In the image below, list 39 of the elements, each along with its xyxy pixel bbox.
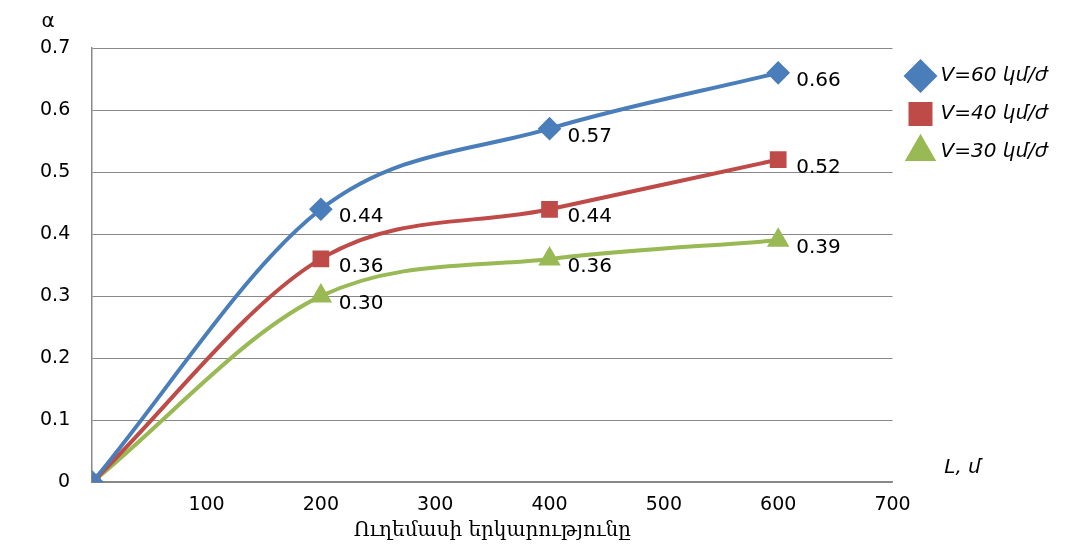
x-tick-label: 700 <box>874 491 911 514</box>
x-axis-title: Ուղեմասի երկարությունը <box>353 517 632 542</box>
point <box>311 285 331 303</box>
data-label: 0.57 <box>567 122 613 147</box>
x-tick-label: 400 <box>531 491 568 514</box>
point <box>767 61 790 84</box>
x-tick-label: 300 <box>417 491 454 514</box>
legend-label: V=40 կմ/ժ <box>940 100 1049 125</box>
point <box>312 250 330 268</box>
data-label: 0.39 <box>796 234 841 259</box>
point <box>769 151 787 169</box>
y-tick-label: 0.5 <box>40 158 71 181</box>
y-tick-label: 0.2 <box>40 345 71 368</box>
data-label: 0.66 <box>796 67 841 92</box>
point <box>541 200 558 218</box>
data-label: 0.44 <box>338 203 384 228</box>
point <box>309 198 332 221</box>
y-tick-label: 0.3 <box>40 283 71 306</box>
y-tick-label: 0.1 <box>40 407 71 430</box>
data-label: 0.36 <box>567 253 613 278</box>
x-tick-label: 600 <box>760 491 797 514</box>
x-tick-label: 100 <box>188 491 225 514</box>
data-label: 0.44 <box>567 203 613 228</box>
data-label: 0.52 <box>796 153 841 178</box>
y-axis-title: α <box>41 8 55 33</box>
legend-label: V=30 կմ/ժ <box>940 138 1049 163</box>
x-tick-label: 500 <box>645 491 682 514</box>
y-tick-label: 0.4 <box>40 221 71 244</box>
data-label: 0.36 <box>338 253 384 278</box>
point <box>538 117 561 140</box>
text: L, մ <box>944 454 984 479</box>
point <box>539 247 560 266</box>
data-label: 0.30 <box>338 290 384 315</box>
x-tick-label: 200 <box>302 491 339 514</box>
y-tick-label: 0.6 <box>40 96 71 119</box>
point <box>768 229 788 247</box>
y-tick-label: 0.7 <box>40 34 71 57</box>
legend-label: V=60 կմ/ժ <box>940 62 1049 87</box>
y-tick-label: 0 <box>58 469 71 492</box>
